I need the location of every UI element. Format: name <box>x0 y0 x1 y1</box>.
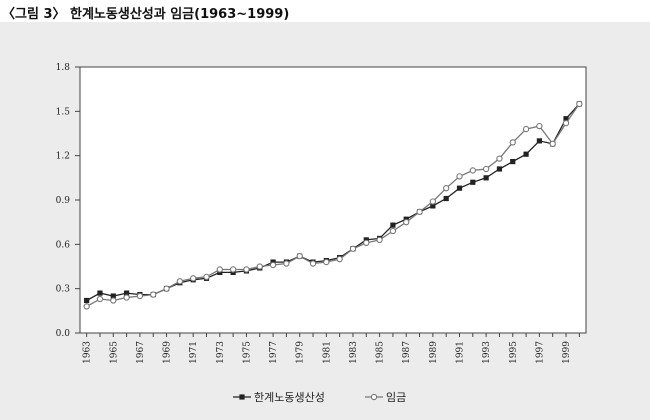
data-point-circle <box>443 185 450 192</box>
data-point-circle <box>256 263 263 270</box>
data-point-circle <box>176 278 184 285</box>
y-tick-label: 1.2 <box>56 152 70 162</box>
data-point-circle <box>363 239 370 247</box>
line-chart: 0.00.30.60.91.21.51.8 1963 1965 1967 1969 19… <box>56 63 587 404</box>
data-point-circle <box>283 260 290 267</box>
x-tick-label: 1963 <box>83 341 93 364</box>
x-tick-label: 1993 <box>482 341 492 364</box>
data-point-circle <box>562 120 570 127</box>
data-point-circle <box>96 295 104 303</box>
legend: 한계노동생산성 임금 <box>233 391 406 404</box>
data-point-circle <box>536 122 543 130</box>
y-tick-label: 0.0 <box>56 329 71 339</box>
data-point-circle <box>549 140 556 147</box>
data-point-square <box>470 179 476 185</box>
y-axis: 0.0 0.3 0.6 0.9 1.2 1.5 1.8 <box>56 63 80 339</box>
x-tick-label: 1969 <box>163 341 173 364</box>
data-point-circle <box>83 303 90 310</box>
data-point-circle <box>163 285 170 292</box>
x-tick-label: 1985 <box>376 341 386 364</box>
x-tick-label: 1987 <box>402 341 412 364</box>
data-point-square <box>536 138 542 144</box>
data-point-circle <box>389 227 397 235</box>
data-point-circle <box>416 208 423 215</box>
data-point-square <box>443 195 449 202</box>
data-point-circle <box>229 266 237 273</box>
data-point-circle <box>429 198 437 205</box>
x-tick-label: 1971 <box>189 341 199 364</box>
figure-title: 〈그림 3〉 한계노동생산성과 임금(1963~1999) <box>2 7 290 22</box>
data-point-square <box>456 185 463 191</box>
x-tick-label: 1991 <box>456 341 466 364</box>
data-point-circle <box>323 258 330 266</box>
data-point-square <box>563 116 569 122</box>
data-point-square <box>124 290 130 296</box>
data-point-square <box>483 175 489 181</box>
x-axis: 1963 1965 1967 1969 1971 1973 1975 1977 1979 1981… <box>83 333 580 364</box>
x-tick-label: 1979 <box>296 341 306 364</box>
data-point-square <box>390 222 396 228</box>
y-tick-label: 1.5 <box>56 107 71 117</box>
data-point-circle <box>522 125 530 133</box>
data-point-square <box>97 290 103 296</box>
x-tick-label: 1999 <box>562 341 572 364</box>
data-point-circle <box>403 219 410 226</box>
y-tick-label: 0.3 <box>56 285 71 295</box>
x-tick-label: 1977 <box>269 341 279 364</box>
legend-label: 임금 <box>386 391 406 404</box>
x-tick-label: 1983 <box>349 341 359 364</box>
data-point-circle <box>190 275 197 282</box>
data-point-circle <box>216 266 223 273</box>
x-tick-label: 1989 <box>429 341 439 364</box>
x-tick-label: 1973 <box>216 341 226 364</box>
data-point-square <box>496 166 503 172</box>
data-point-circle <box>123 294 130 301</box>
x-tick-label: 1995 <box>509 341 519 364</box>
data-point-circle <box>376 236 383 244</box>
data-point-circle <box>203 273 210 280</box>
data-point-circle <box>349 245 357 252</box>
data-point-circle <box>509 139 516 146</box>
legend-circle-marker <box>370 393 378 401</box>
x-tick-label: 1975 <box>242 341 252 364</box>
x-tick-label: 1981 <box>322 341 332 364</box>
legend-item: 한계노동생산성 <box>233 391 325 404</box>
data-point-circle <box>576 100 583 108</box>
legend-label: 한계노동생산성 <box>254 391 325 404</box>
x-tick-label: 1997 <box>535 341 545 364</box>
chart-panel: 0.0 0.3 0.6 0.9 1.2 1.5 1.8 1963 1965 1967 1969 19… <box>0 22 650 420</box>
y-tick-label: 0.6 <box>56 240 71 250</box>
series-layer <box>83 100 583 310</box>
y-tick-label: 1.8 <box>56 63 71 73</box>
data-point-circle <box>110 297 117 304</box>
data-point-circle <box>456 173 463 180</box>
data-point-circle <box>482 165 490 173</box>
data-point-square <box>110 293 116 299</box>
x-tick-label: 1967 <box>136 341 146 364</box>
data-point-circle <box>269 261 277 269</box>
data-point-circle <box>296 253 303 260</box>
data-point-circle <box>136 292 144 300</box>
series-wage <box>83 100 583 310</box>
data-point-circle <box>309 260 317 267</box>
legend-item: 임금 <box>365 391 406 404</box>
data-point-square <box>510 158 516 165</box>
data-point-circle <box>496 155 503 162</box>
data-point-circle <box>336 255 343 263</box>
y-tick-label: 0.9 <box>56 196 71 206</box>
data-point-square <box>523 151 529 157</box>
x-tick-label: 1965 <box>109 341 119 364</box>
data-point-circle <box>150 291 157 298</box>
data-point-circle <box>469 167 476 174</box>
data-point-circle <box>243 266 250 273</box>
data-point-square <box>84 297 90 304</box>
legend-square-marker <box>239 394 245 400</box>
data-point-square <box>430 203 436 209</box>
